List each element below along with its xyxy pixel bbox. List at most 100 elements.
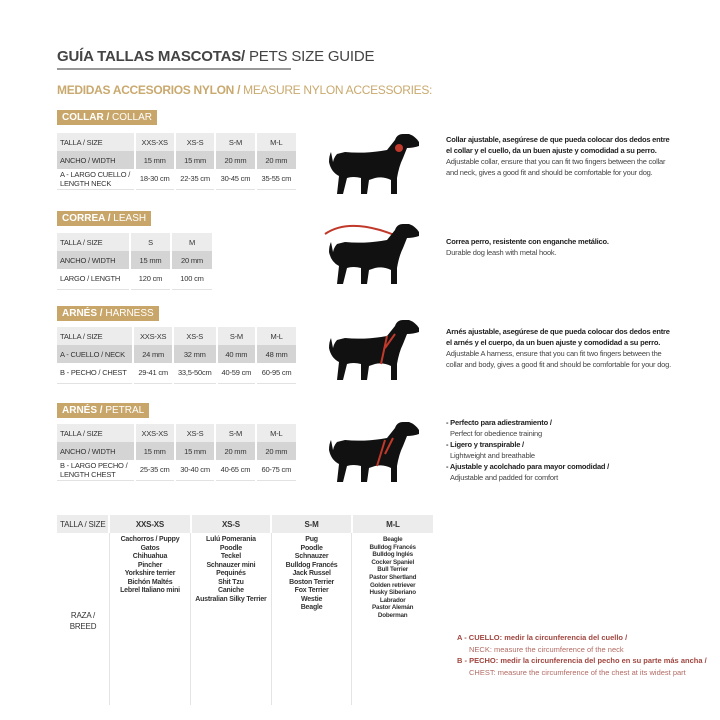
- breed-name: Bulldog Francés: [285, 561, 338, 569]
- table-cell: 48 mm: [255, 345, 296, 363]
- breed-name: Teckel: [220, 553, 241, 560]
- collar-size-table: TALLA / SIZE XXS-XS XS-S S-M M-L ANCHO / WIDT…: [57, 133, 296, 190]
- breed-name: Gatos: [140, 544, 160, 552]
- breed-name: Pug: [305, 536, 318, 543]
- leash-section-tag: CORREA / LEASH: [57, 211, 152, 226]
- table-row: ANCHO / WIDTH 15 mm 20 mm: [57, 251, 212, 269]
- table-cell: 29-41 cm: [132, 363, 174, 384]
- breed-name: Bull Terrier: [377, 566, 409, 574]
- table-row: ANCHO / WIDTH 15 mm 15 mm 20 mm 20 mm: [57, 151, 296, 169]
- table-cell: M: [170, 233, 212, 251]
- table-cell: S-M: [214, 424, 256, 442]
- table-cell: 22-35 cm: [173, 169, 216, 190]
- harness-section-tag: ARNÉS / HARNESS: [57, 306, 159, 321]
- breed-name: Lebrel Italiano mini: [120, 587, 180, 594]
- breed-name: Boston Terrier: [289, 578, 335, 586]
- row-label: A - CUELLO / NECK: [57, 345, 134, 363]
- breed-name: Husky Siberiano: [369, 589, 417, 597]
- breed-name: Beagle: [300, 604, 323, 611]
- table-cell: 15 mm: [173, 151, 216, 169]
- breed-table-header: TALLA / SIZE XXS-XS XS-S S-M M-L: [57, 515, 433, 533]
- table-cell: XXS-XS: [132, 327, 174, 345]
- breed-list: Pug Poodle Schnauzer Bulldog Francés Jack Ru…: [270, 533, 352, 705]
- table-row: TALLA / SIZE S M: [57, 233, 212, 251]
- table-cell: 15 mm: [129, 251, 171, 269]
- petral-size-table: TALLA / SIZE XXS-XS XS-S S-M M-L ANCHO / WIDT…: [57, 424, 296, 481]
- table-cell: XXS-XS: [133, 424, 175, 442]
- table-cell: 20 mm: [214, 442, 256, 460]
- breed-name: Poodle: [219, 544, 242, 552]
- feature-bullet: - Ajustable y acolchado para mayor comod…: [446, 462, 610, 471]
- breed-name: Caniche: [217, 587, 244, 594]
- breed-name: Poodle: [300, 544, 323, 552]
- breed-name: Labrador: [379, 596, 406, 604]
- table-cell: 15 mm: [133, 151, 175, 169]
- table-row: TALLA / SIZE XXS-XS XS-S S-M M-L: [57, 133, 296, 151]
- table-cell: 32 mm: [172, 345, 217, 363]
- breed-list: Beagle Bulldog Francés Bulldog Inglés Cocke…: [351, 533, 433, 705]
- table-cell: 30-40 cm: [173, 460, 216, 481]
- breed-name: Chihuahua: [132, 553, 168, 560]
- breed-name: Jack Russel: [292, 570, 331, 577]
- breed-name: Schnauzer: [294, 553, 329, 560]
- leash-description: Correa perro, resistente con enganche me…: [446, 237, 609, 257]
- breed-name: Pincher: [137, 561, 163, 569]
- breed-name: Beagle: [382, 536, 403, 543]
- breed-name: Shit Tzu: [218, 578, 244, 586]
- table-row: B - LARGO PECHO / LENGTH CHEST 25-35 cm 30…: [57, 460, 296, 481]
- table-cell: 15 mm: [133, 442, 175, 460]
- table-row: TALLA / SIZE XXS-XS XS-S S-M M-L: [57, 424, 296, 442]
- table-cell: 24 mm: [132, 345, 174, 363]
- dog-harness-icon: [329, 320, 419, 380]
- breed-name: Westie: [300, 595, 323, 603]
- table-row: ANCHO / WIDTH 15 mm 15 mm 20 mm 20 mm: [57, 442, 296, 460]
- table-cell: 60-95 cm: [255, 363, 296, 384]
- row-label: ANCHO / WIDTH: [57, 151, 135, 169]
- breed-name: Doberman: [377, 611, 408, 619]
- breed-name: Lulú Pomerania: [206, 536, 256, 543]
- table-cell: 33,5-50cm: [172, 363, 217, 384]
- table-row: TALLA / SIZE XXS-XS XS-S S-M M-L: [57, 327, 296, 345]
- size-header: M-L: [350, 515, 433, 533]
- table-cell: 40-65 cm: [214, 460, 256, 481]
- row-label: LARGO / LENGTH: [57, 269, 130, 290]
- table-row: A - CUELLO / NECK 24 mm 32 mm 40 mm 48 mm: [57, 345, 296, 363]
- table-cell: S: [129, 233, 171, 251]
- breed-name: Australian Silky Terrier: [195, 595, 267, 603]
- table-cell: 40 mm: [215, 345, 257, 363]
- table-cell: 15 mm: [173, 442, 216, 460]
- breed-name: Bichón Maltés: [127, 578, 173, 586]
- breed-name: Golden retriever: [369, 581, 416, 589]
- page-subtitle: MEDIDAS ACCESORIOS NYLON / MEASURE NYLON…: [57, 83, 433, 97]
- dog-leash-icon: [324, 224, 419, 284]
- table-cell: 20 mm: [254, 151, 296, 169]
- breed-list: Lulú Pomerania Poodle Teckel Schnauzer mini…: [190, 533, 272, 705]
- legend-es: A - CUELLO: medir la circunferencia del …: [457, 633, 628, 642]
- petral-description: - Perfecto para adiestramiento / Perfect …: [446, 417, 676, 483]
- table-cell: S-M: [215, 327, 257, 345]
- table-cell: 120 cm: [129, 269, 171, 290]
- table-cell: 35-55 cm: [254, 169, 296, 190]
- table-cell: 60-75 cm: [254, 460, 296, 481]
- table-cell: M-L: [254, 133, 296, 151]
- breed-name: Yorkshire terrier: [124, 570, 176, 577]
- size-label: TALLA / SIZE: [57, 515, 110, 533]
- breed-name: Cachorros / Puppy: [120, 536, 180, 543]
- breed-name: Fox Terrier: [294, 587, 329, 594]
- breed-name: Pastor Alemán: [372, 604, 414, 612]
- table-cell: S-M: [214, 133, 256, 151]
- row-label: ANCHO / WIDTH: [57, 251, 130, 269]
- legend-es: B - PECHO: medir la circunferencia del p…: [457, 656, 707, 665]
- harness-description: Arnés ajustable, asegúrese de que pueda …: [446, 327, 671, 369]
- page-title: GUÍA TALLAS MASCOTAS/ PETS SIZE GUIDE: [57, 48, 375, 70]
- size-header: S-M: [270, 515, 352, 533]
- table-cell: 20 mm: [214, 151, 256, 169]
- breed-label: RAZA / BREED: [57, 533, 110, 705]
- leash-size-table: TALLA / SIZE S M ANCHO / WIDTH 15 mm 20 mm LAR…: [57, 233, 212, 290]
- breed-name: Pastor Shertland: [369, 573, 417, 581]
- row-label: TALLA / SIZE: [57, 133, 135, 151]
- breed-name: Bulldog Inglés: [372, 551, 413, 559]
- table-row: B - PECHO / CHEST 29-41 cm 33,5-50cm 40-59 …: [57, 363, 296, 384]
- table-cell: M-L: [254, 424, 296, 442]
- row-label: TALLA / SIZE: [57, 424, 135, 442]
